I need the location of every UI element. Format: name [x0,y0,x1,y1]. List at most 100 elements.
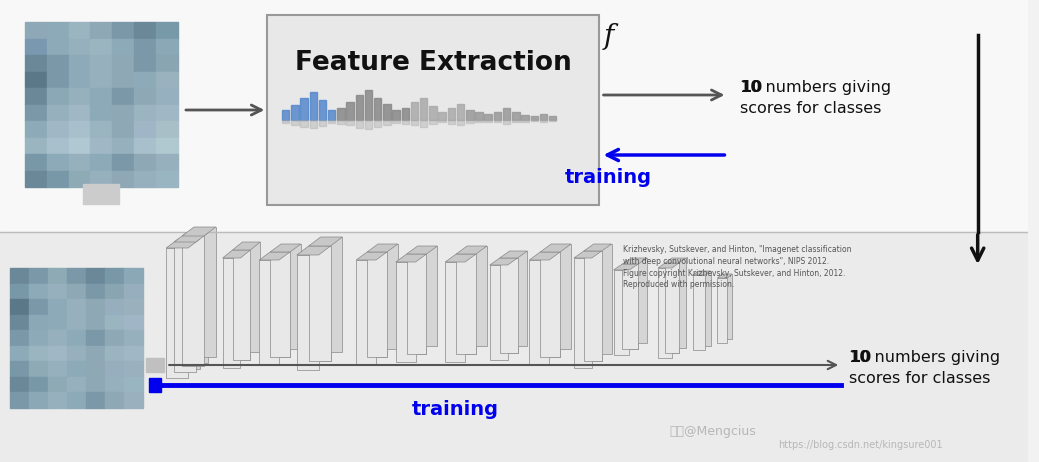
Bar [105,346,125,361]
Bar [105,315,125,330]
Bar [156,22,178,38]
Bar [512,112,520,120]
Polygon shape [309,237,343,246]
Bar [178,239,199,369]
Bar [328,120,336,123]
Text: 知乎@Mengcius: 知乎@Mengcius [669,425,755,438]
Bar [156,88,178,104]
Polygon shape [658,263,678,268]
Text: 10: 10 [740,80,763,95]
Bar [10,330,29,346]
Bar [47,170,69,187]
Bar [125,330,143,346]
Bar [242,242,260,352]
Bar [25,88,47,104]
Bar [10,299,29,315]
Polygon shape [693,271,711,275]
Bar [355,120,363,128]
Bar [10,377,29,392]
Bar [500,258,517,353]
Bar [530,260,550,365]
Bar [456,254,476,354]
Bar [658,268,672,358]
Bar [321,237,343,352]
Bar [420,98,427,120]
Bar [25,55,47,72]
Bar [146,358,164,372]
Polygon shape [356,252,387,260]
Bar [48,392,68,408]
Bar [0,0,1029,232]
Bar [522,115,529,120]
Polygon shape [406,246,437,254]
Bar [47,88,69,104]
Bar [467,120,474,123]
Bar [105,361,125,377]
Bar [105,330,125,346]
Bar [125,268,143,284]
Bar [68,330,86,346]
Bar [25,38,47,55]
Bar [68,284,86,299]
Bar [475,120,483,122]
Text: training: training [565,168,652,187]
Bar [112,170,134,187]
Bar [494,120,501,122]
Bar [105,299,125,315]
Bar [233,250,250,360]
Bar [125,346,143,361]
Bar [260,260,279,365]
Bar [68,299,86,315]
Text: f: f [604,23,614,50]
Bar [69,138,90,154]
Bar [309,246,330,361]
Bar [540,252,560,357]
Bar [632,258,647,343]
Bar [68,346,86,361]
Bar [383,120,391,125]
Bar [156,55,178,72]
Bar [150,378,161,392]
Bar [48,330,68,346]
Bar [549,120,556,121]
Bar [717,278,727,343]
Bar [531,116,538,120]
Bar [69,170,90,187]
Bar [328,110,336,120]
Bar [531,120,538,121]
Text: 10: 10 [849,350,872,365]
Bar [134,154,156,170]
Bar [622,264,638,349]
Bar [134,104,156,121]
Bar [500,258,517,353]
Bar [105,284,125,299]
Bar [68,392,86,408]
Bar [166,248,188,378]
Bar [68,377,86,392]
Bar [156,170,178,187]
Bar [367,252,387,357]
Bar [300,120,308,127]
Bar [90,154,112,170]
Bar [365,90,372,120]
Bar [125,361,143,377]
Bar [402,120,409,124]
Bar [665,263,678,353]
Bar [438,112,446,120]
Bar [446,262,465,362]
Bar [10,392,29,408]
Polygon shape [270,244,301,252]
Bar [69,22,90,38]
Bar [112,22,134,38]
Bar [112,104,134,121]
Text: Krizhevsky, Sutskever, and Hinton, "Imagenet classification
with deep convolutio: Krizhevsky, Sutskever, and Hinton, "Imag… [623,245,852,289]
Bar [267,15,598,205]
Bar [175,242,196,372]
Bar [456,254,476,354]
Bar [29,268,48,284]
Bar [29,284,48,299]
Bar [310,120,317,128]
Bar [25,121,47,138]
Bar [69,121,90,138]
Bar [355,95,363,120]
